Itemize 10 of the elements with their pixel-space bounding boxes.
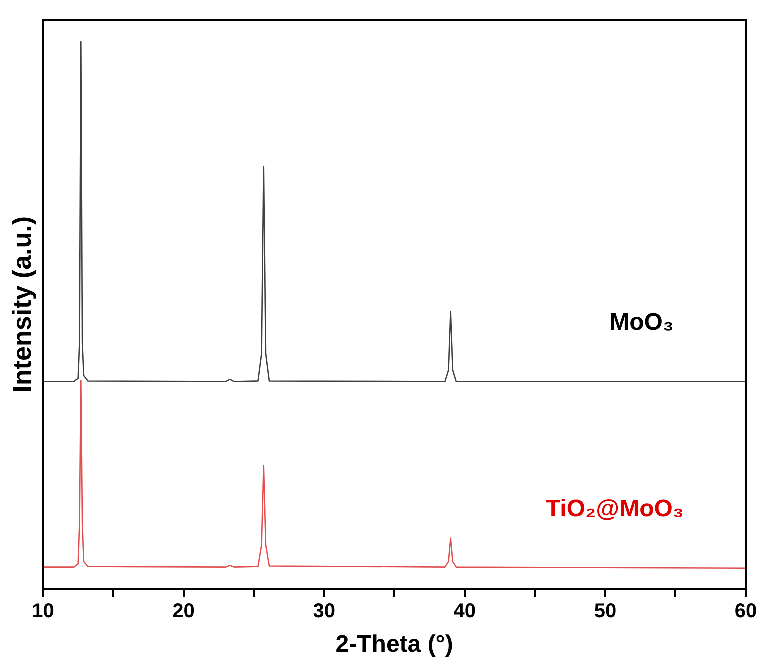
x-tick-label: 60 [734,600,758,623]
y-axis-title: Intensity (a.u.) [6,216,37,393]
series-label: TiO₂@MoO₃ [546,495,684,522]
x-tick-label: 50 [594,600,617,623]
x-tick-label: 40 [454,600,476,623]
x-tick-label: 30 [313,600,336,623]
x-tick-label: 10 [32,600,54,623]
x-axis-title: 2-Theta (°) [336,631,454,658]
series-label: MoO₃ [610,308,674,336]
x-tick-label: 20 [172,600,195,623]
